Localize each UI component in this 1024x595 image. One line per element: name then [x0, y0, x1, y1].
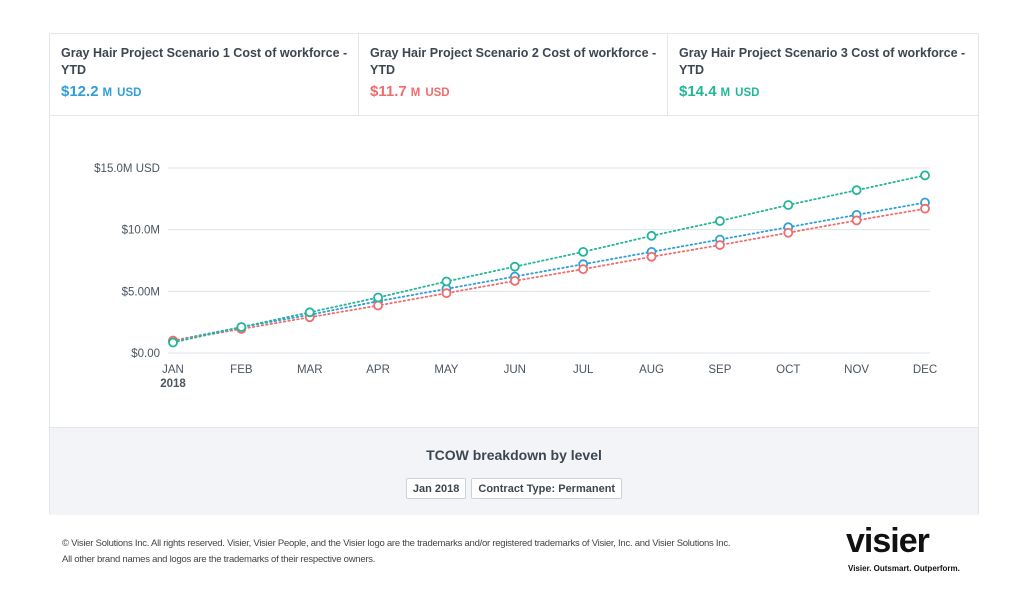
series-3-point — [578, 246, 589, 257]
x-tick-label: OCT — [776, 364, 800, 376]
series-2-point — [509, 275, 520, 286]
series-2-point — [715, 240, 725, 250]
series-2-point — [646, 251, 657, 262]
series-3-point — [920, 170, 930, 181]
breakdown-panel: TCOW breakdown by level Jan 2018 Contrac… — [50, 427, 978, 515]
kpi-value: $14.4 M USD — [679, 83, 968, 101]
logo-tagline: Visier. Outsmart. Outperform. — [848, 564, 960, 573]
y-tick-label: $10.0M — [122, 225, 160, 237]
copyright-line-1: © Visier Solutions Inc. All rights reser… — [62, 538, 731, 549]
series-3-point — [715, 216, 725, 226]
kpi-currency: USD — [117, 87, 142, 99]
line-chart-svg: $0.00 $5.00M $10.0M $15.0M USD JAN 2018 FEB MAR… — [94, 163, 937, 390]
breakdown-title: TCOW breakdown by level — [426, 447, 602, 463]
series-3-point — [783, 200, 794, 210]
series-2-point — [373, 300, 383, 311]
series-3-point — [851, 185, 862, 196]
x-tick-label: JUL — [573, 364, 594, 376]
x-tick-sublabel: 2018 — [160, 378, 186, 390]
x-tick-label: JUN — [504, 364, 526, 376]
series-2-point — [441, 288, 452, 299]
x-tick-label: NOV — [844, 364, 869, 376]
kpi-unit: M — [102, 87, 113, 99]
y-tick-label: $5.00M — [122, 286, 160, 298]
x-tick-label: JAN — [162, 364, 184, 376]
x-tick-label: FEB — [230, 364, 253, 376]
y-tick-label: $0.00 — [131, 348, 160, 360]
kpi-scenario-3[interactable]: Gray Hair Project Scenario 3 Cost of wor… — [668, 34, 978, 115]
x-tick-label: MAR — [297, 364, 323, 376]
series-2-point — [783, 227, 794, 238]
y-tick-label: $15.0M USD — [94, 163, 160, 175]
kpi-currency: USD — [425, 87, 450, 99]
filter-chips: Jan 2018 Contract Type: Permanent — [50, 478, 978, 499]
visier-logo: visier Visier. Outsmart. Outperform. — [846, 522, 966, 574]
series-2-point — [851, 215, 862, 226]
kpi-title: Gray Hair Project Scenario 2 Cost of wor… — [370, 46, 657, 77]
copyright-notice: © Visier Solutions Inc. All rights reser… — [62, 536, 802, 568]
kpi-number: $14.4 — [679, 83, 717, 100]
kpi-unit: M — [720, 87, 731, 99]
series-line-2 — [172, 207, 926, 342]
logo-wordmark: visier — [846, 522, 930, 560]
kpi-value: $11.7 M USD — [370, 83, 657, 101]
kpi-title: Gray Hair Project Scenario 1 Cost of wor… — [61, 46, 348, 77]
series-3-point — [236, 322, 247, 333]
series-2-point — [920, 203, 930, 214]
kpi-currency: USD — [735, 87, 760, 99]
x-tick-label: SEP — [708, 364, 731, 376]
kpi-value: $12.2 M USD — [61, 83, 348, 101]
series-3-point — [304, 307, 315, 318]
line-chart: $0.00 $5.00M $10.0M $15.0M USD JAN 2018 FEB MAR… — [50, 116, 978, 426]
copyright-line-2: All other brand names and logos are the … — [62, 554, 376, 565]
kpi-number: $11.7 — [370, 83, 407, 100]
kpi-scenario-2[interactable]: Gray Hair Project Scenario 2 Cost of wor… — [359, 34, 668, 115]
series-3-point — [373, 292, 383, 303]
kpi-unit: M — [410, 87, 421, 99]
series-line-3 — [172, 174, 926, 344]
series-2-point — [578, 264, 589, 275]
x-tick-label: APR — [366, 364, 390, 376]
series-line-1 — [172, 201, 926, 342]
kpi-row: Gray Hair Project Scenario 1 Cost of wor… — [50, 34, 978, 116]
chip-contract-type[interactable]: Contract Type: Permanent — [471, 478, 623, 499]
series-3-point — [509, 261, 520, 272]
x-tick-label: AUG — [639, 364, 664, 376]
series-3-point — [441, 276, 452, 287]
series-3-point — [168, 337, 178, 348]
kpi-scenario-1[interactable]: Gray Hair Project Scenario 1 Cost of wor… — [50, 34, 359, 115]
x-tick-label: MAY — [434, 364, 458, 376]
kpi-number: $12.2 — [61, 83, 99, 100]
chip-period[interactable]: Jan 2018 — [405, 478, 467, 499]
dashboard-card: Gray Hair Project Scenario 1 Cost of wor… — [49, 33, 979, 515]
kpi-title: Gray Hair Project Scenario 3 Cost of wor… — [679, 46, 966, 77]
series-3-point — [646, 230, 657, 241]
x-tick-label: DEC — [913, 364, 937, 376]
